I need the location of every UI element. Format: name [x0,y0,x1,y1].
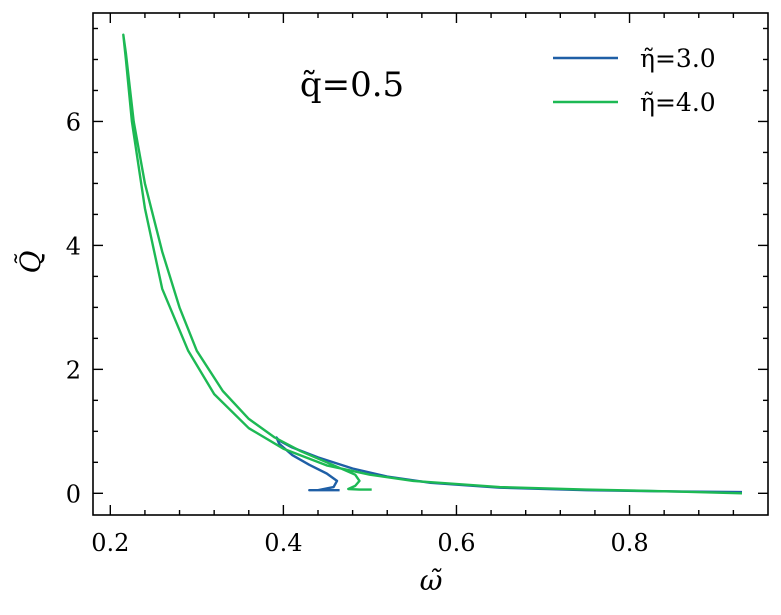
x-tick-label: 0.6 [437,529,475,557]
series-line-1 [122,33,743,495]
plot-frame [92,12,769,516]
x-tick-label: 0.8 [610,529,648,557]
x-tick-label: 0.2 [91,529,129,557]
y-tick-label: 0 [66,480,81,508]
x-axis-label: ω̃ [420,564,443,597]
y-tick-label: 4 [66,232,81,260]
series-layer [122,33,743,495]
legend: η̃=3.0 η̃=4.0 [553,44,716,117]
ticks-layer: 0.2 0.4 0.6 0.8 0 2 4 6 [66,13,768,557]
y-tick-label: 6 [66,108,81,136]
annotation-q: q̃=0.5 [300,65,404,105]
legend-label-eta-3: η̃=3.0 [640,44,716,73]
y-axis-label: Q̃ [14,250,47,273]
legend-label-eta-4: η̃=4.0 [640,88,716,117]
y-tick-label: 2 [66,356,81,384]
x-tick-label: 0.4 [264,529,302,557]
